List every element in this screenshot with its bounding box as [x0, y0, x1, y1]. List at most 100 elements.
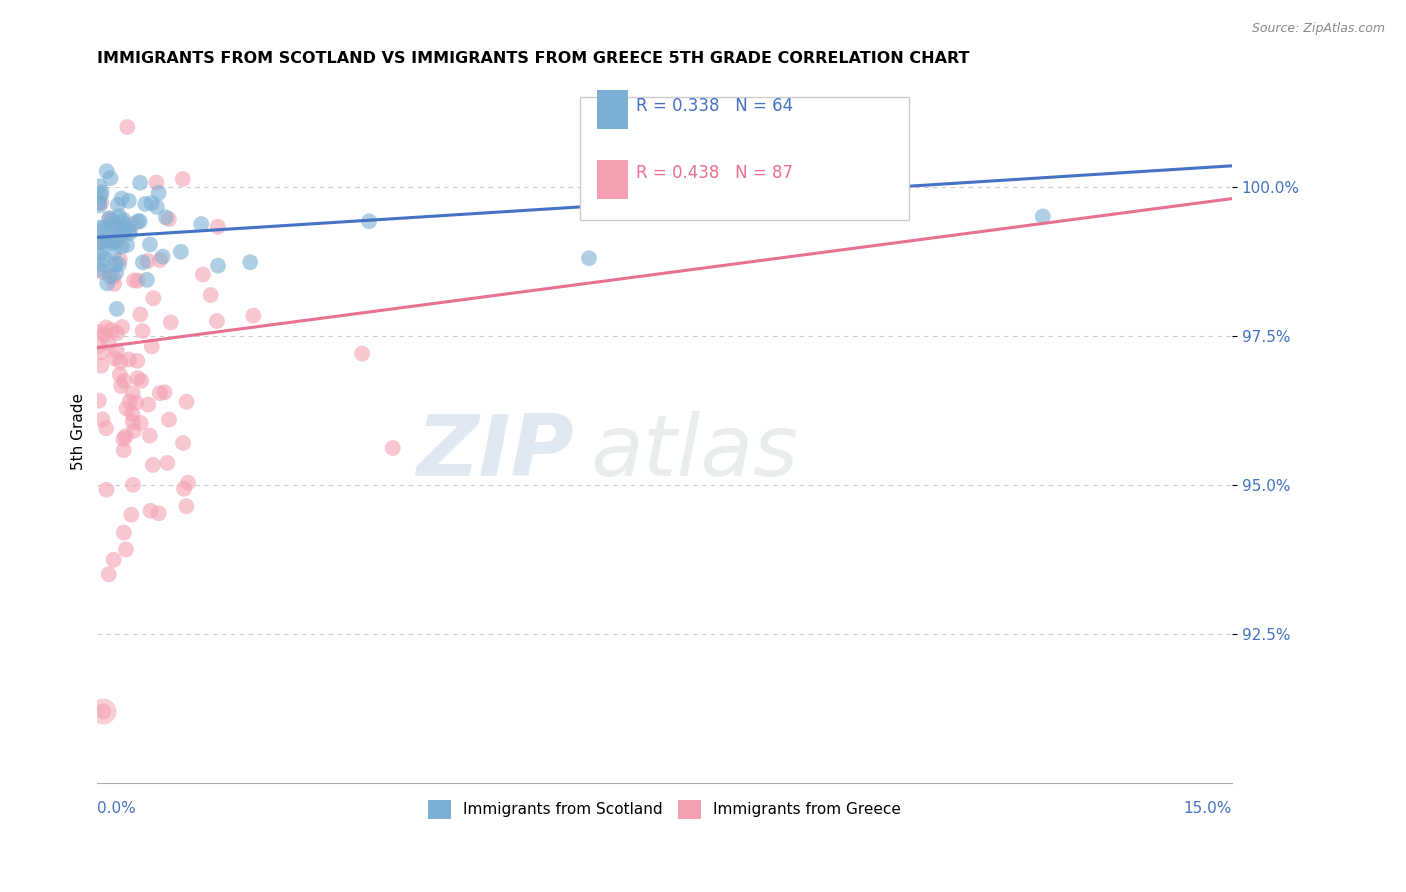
Point: [117, 120, 139, 134]
Point: [87, 393, 110, 408]
Point: [87, 325, 110, 339]
Point: [105, 221, 128, 235]
Point: [172, 436, 194, 450]
Point: [177, 475, 200, 490]
Point: [110, 379, 132, 393]
Point: [105, 343, 128, 358]
Point: [129, 374, 152, 388]
Point: [146, 200, 169, 214]
Point: [90, 188, 112, 202]
Point: [155, 211, 177, 225]
Point: [87, 220, 110, 235]
Point: [105, 301, 128, 316]
Point: [90, 359, 112, 373]
Point: [205, 314, 228, 328]
Text: R = 0.438   N = 87: R = 0.438 N = 87: [637, 164, 793, 182]
Point: [128, 214, 150, 228]
Point: [114, 429, 136, 443]
Point: [103, 351, 125, 366]
Text: Source: ZipAtlas.com: Source: ZipAtlas.com: [1251, 22, 1385, 36]
Point: [118, 194, 141, 208]
Point: [120, 508, 142, 522]
Point: [115, 542, 138, 557]
Point: [90, 195, 112, 210]
Point: [172, 172, 194, 186]
Point: [127, 371, 149, 385]
Point: [98, 211, 121, 226]
Point: [138, 428, 160, 442]
Point: [93, 705, 115, 719]
Point: [93, 327, 115, 342]
Point: [96, 483, 118, 497]
Point: [87, 247, 110, 261]
Point: [121, 386, 143, 401]
Y-axis label: 5th Grade: 5th Grade: [72, 392, 86, 470]
Legend: Immigrants from Scotland, Immigrants from Greece: Immigrants from Scotland, Immigrants fro…: [422, 794, 907, 825]
Point: [149, 386, 172, 401]
Point: [108, 257, 131, 271]
Point: [190, 217, 212, 231]
Point: [134, 197, 156, 211]
Point: [94, 320, 117, 334]
Point: [115, 401, 138, 416]
Point: [108, 227, 131, 242]
Point: [242, 309, 264, 323]
Point: [139, 237, 162, 252]
Point: [141, 196, 163, 211]
Point: [352, 346, 374, 360]
Point: [127, 274, 149, 288]
Point: [129, 176, 152, 190]
Point: [111, 320, 134, 334]
Point: [91, 258, 114, 272]
Point: [141, 339, 163, 353]
Text: IMMIGRANTS FROM SCOTLAND VS IMMIGRANTS FROM GREECE 5TH GRADE CORRELATION CHART: IMMIGRANTS FROM SCOTLAND VS IMMIGRANTS F…: [97, 51, 970, 66]
Point: [101, 213, 124, 227]
Point: [90, 265, 112, 279]
Point: [132, 255, 155, 269]
Point: [142, 458, 165, 472]
Point: [93, 705, 115, 719]
Point: [118, 226, 141, 240]
Point: [176, 500, 198, 514]
Point: [105, 234, 128, 248]
Text: 0.0%: 0.0%: [97, 801, 136, 816]
Text: atlas: atlas: [591, 411, 799, 494]
Point: [101, 235, 124, 250]
Point: [108, 209, 131, 223]
Point: [170, 244, 193, 259]
Point: [381, 441, 404, 455]
Point: [121, 415, 143, 429]
Text: R = 0.338   N = 64: R = 0.338 N = 64: [637, 97, 793, 115]
Point: [105, 326, 128, 340]
Point: [1032, 210, 1054, 224]
Point: [129, 308, 152, 322]
Point: [91, 412, 114, 426]
Point: [112, 212, 135, 227]
Point: [156, 456, 179, 470]
Point: [111, 192, 134, 206]
Point: [105, 266, 128, 280]
Text: ZIP: ZIP: [416, 411, 574, 494]
Point: [145, 176, 167, 190]
Point: [91, 224, 114, 238]
Point: [121, 407, 143, 421]
Point: [157, 412, 180, 426]
Point: [239, 255, 262, 269]
Point: [90, 186, 112, 200]
Point: [173, 482, 195, 496]
Point: [96, 233, 118, 247]
Point: [159, 315, 181, 329]
Point: [96, 277, 118, 291]
Point: [91, 345, 114, 359]
Point: [200, 288, 222, 302]
Point: [91, 235, 114, 249]
Point: [87, 235, 110, 250]
Point: [107, 198, 129, 212]
Point: [96, 232, 118, 246]
Point: [207, 219, 229, 234]
Point: [97, 567, 120, 582]
Point: [122, 217, 145, 231]
Point: [97, 335, 120, 350]
Point: [89, 262, 111, 277]
Point: [118, 394, 141, 409]
